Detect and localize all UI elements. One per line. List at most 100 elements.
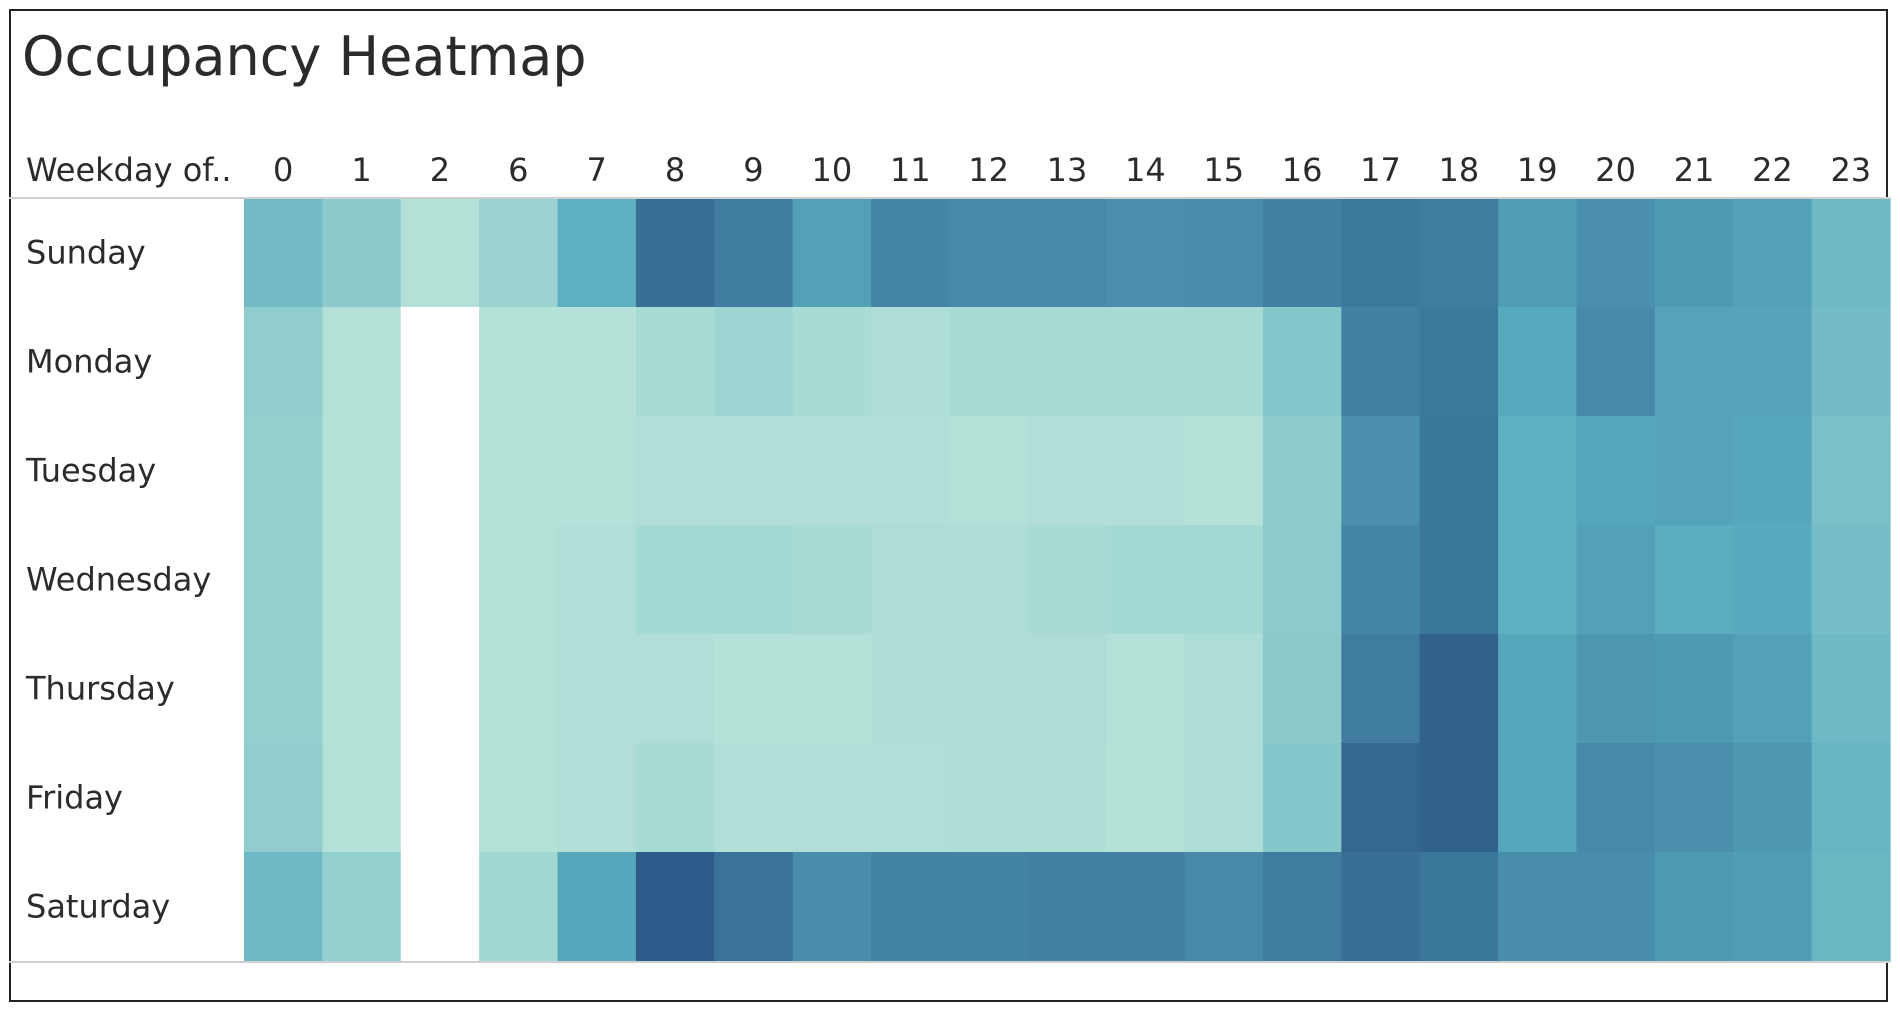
- heatmap-cell[interactable]: [1654, 634, 1734, 744]
- heatmap-cell[interactable]: [635, 525, 715, 635]
- heatmap-cell[interactable]: [871, 852, 951, 962]
- heatmap-cell[interactable]: [400, 525, 480, 635]
- heatmap-cell[interactable]: [1576, 307, 1656, 417]
- heatmap-cell[interactable]: [792, 416, 872, 526]
- heatmap-cell[interactable]: [1654, 743, 1734, 853]
- heatmap-cell[interactable]: [557, 743, 637, 853]
- heatmap-cell[interactable]: [1498, 416, 1578, 526]
- heatmap-cell[interactable]: [244, 198, 323, 308]
- heatmap-cell[interactable]: [1262, 307, 1342, 417]
- heatmap-cell[interactable]: [1576, 525, 1656, 635]
- heatmap-cell[interactable]: [1498, 525, 1578, 635]
- heatmap-cell[interactable]: [479, 416, 559, 526]
- heatmap-cell[interactable]: [1341, 416, 1421, 526]
- heatmap-cell[interactable]: [1654, 416, 1734, 526]
- heatmap-cell[interactable]: [1106, 852, 1186, 962]
- heatmap-cell[interactable]: [400, 634, 480, 744]
- heatmap-cell[interactable]: [557, 634, 637, 744]
- heatmap-cell[interactable]: [479, 743, 559, 853]
- heatmap-cell[interactable]: [792, 307, 872, 417]
- heatmap-cell[interactable]: [1811, 307, 1891, 417]
- heatmap-cell[interactable]: [1733, 525, 1813, 635]
- heatmap-cell[interactable]: [1262, 634, 1342, 744]
- heatmap-cell[interactable]: [1106, 198, 1186, 308]
- heatmap-cell[interactable]: [400, 416, 480, 526]
- heatmap-cell[interactable]: [244, 307, 323, 417]
- heatmap-cell[interactable]: [1419, 307, 1499, 417]
- heatmap-cell[interactable]: [871, 307, 951, 417]
- heatmap-cell[interactable]: [479, 852, 559, 962]
- heatmap-cell[interactable]: [1027, 525, 1107, 635]
- heatmap-cell[interactable]: [1733, 307, 1813, 417]
- heatmap-cell[interactable]: [1262, 852, 1342, 962]
- heatmap-cell[interactable]: [1341, 525, 1421, 635]
- heatmap-cell[interactable]: [1654, 852, 1734, 962]
- heatmap-cell[interactable]: [714, 743, 794, 853]
- heatmap-cell[interactable]: [479, 307, 559, 417]
- heatmap-cell[interactable]: [557, 416, 637, 526]
- heatmap-cell[interactable]: [244, 743, 323, 853]
- heatmap-cell[interactable]: [1733, 198, 1813, 308]
- heatmap-cell[interactable]: [1576, 634, 1656, 744]
- heatmap-cell[interactable]: [400, 852, 480, 962]
- heatmap-cell[interactable]: [949, 525, 1029, 635]
- heatmap-cell[interactable]: [1184, 416, 1264, 526]
- heatmap-cell[interactable]: [1498, 198, 1578, 308]
- heatmap-cell[interactable]: [635, 852, 715, 962]
- heatmap-cell[interactable]: [792, 743, 872, 853]
- heatmap-cell[interactable]: [1106, 525, 1186, 635]
- heatmap-cell[interactable]: [714, 852, 794, 962]
- heatmap-cell[interactable]: [479, 198, 559, 308]
- heatmap-cell[interactable]: [1498, 307, 1578, 417]
- heatmap-cell[interactable]: [714, 307, 794, 417]
- heatmap-cell[interactable]: [949, 743, 1029, 853]
- heatmap-cell[interactable]: [1184, 743, 1264, 853]
- heatmap-cell[interactable]: [1341, 743, 1421, 853]
- heatmap-cell[interactable]: [1262, 198, 1342, 308]
- heatmap-cell[interactable]: [1027, 743, 1107, 853]
- heatmap-cell[interactable]: [1576, 416, 1656, 526]
- heatmap-cell[interactable]: [1733, 743, 1813, 853]
- heatmap-cell[interactable]: [557, 198, 637, 308]
- heatmap-cell[interactable]: [400, 743, 480, 853]
- heatmap-cell[interactable]: [1341, 852, 1421, 962]
- heatmap-cell[interactable]: [1419, 852, 1499, 962]
- heatmap-cell[interactable]: [871, 525, 951, 635]
- heatmap-cell[interactable]: [1811, 416, 1891, 526]
- heatmap-cell[interactable]: [1027, 307, 1107, 417]
- heatmap-cell[interactable]: [635, 743, 715, 853]
- heatmap-cell[interactable]: [714, 198, 794, 308]
- heatmap-cell[interactable]: [1733, 416, 1813, 526]
- heatmap-cell[interactable]: [1654, 198, 1734, 308]
- heatmap-cell[interactable]: [1811, 525, 1891, 635]
- heatmap-cell[interactable]: [322, 634, 402, 744]
- heatmap-cell[interactable]: [557, 852, 637, 962]
- heatmap-cell[interactable]: [1498, 634, 1578, 744]
- heatmap-cell[interactable]: [1419, 743, 1499, 853]
- heatmap-cell[interactable]: [949, 634, 1029, 744]
- heatmap-cell[interactable]: [557, 525, 637, 635]
- heatmap-cell[interactable]: [635, 307, 715, 417]
- heatmap-cell[interactable]: [322, 852, 402, 962]
- heatmap-cell[interactable]: [400, 307, 480, 417]
- heatmap-cell[interactable]: [949, 198, 1029, 308]
- heatmap-cell[interactable]: [949, 307, 1029, 417]
- heatmap-cell[interactable]: [244, 634, 323, 744]
- heatmap-cell[interactable]: [1106, 416, 1186, 526]
- heatmap-cell[interactable]: [792, 525, 872, 635]
- heatmap-cell[interactable]: [244, 416, 323, 526]
- heatmap-cell[interactable]: [1811, 743, 1891, 853]
- heatmap-cell[interactable]: [792, 634, 872, 744]
- heatmap-cell[interactable]: [1027, 198, 1107, 308]
- heatmap-cell[interactable]: [322, 525, 402, 635]
- heatmap-cell[interactable]: [1027, 416, 1107, 526]
- heatmap-cell[interactable]: [1419, 634, 1499, 744]
- heatmap-cell[interactable]: [714, 634, 794, 744]
- heatmap-cell[interactable]: [871, 743, 951, 853]
- heatmap-cell[interactable]: [871, 416, 951, 526]
- heatmap-cell[interactable]: [1811, 198, 1891, 308]
- heatmap-cell[interactable]: [479, 634, 559, 744]
- heatmap-cell[interactable]: [1811, 634, 1891, 744]
- heatmap-cell[interactable]: [322, 743, 402, 853]
- heatmap-cell[interactable]: [1498, 743, 1578, 853]
